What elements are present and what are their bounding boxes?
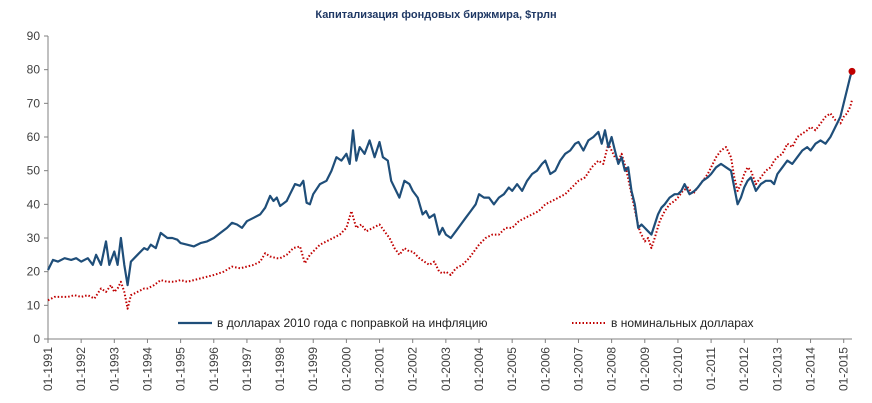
- y-tick-label: 60: [27, 130, 41, 144]
- x-tick-label: 01-2011: [704, 347, 718, 390]
- legend-label-inflation-adjusted: в долларах 2010 года с поправкой на инфл…: [217, 316, 488, 330]
- x-tick-label: 01-2004: [472, 347, 486, 391]
- y-tick-label: 50: [27, 164, 41, 178]
- x-tick-label: 01-1993: [107, 347, 121, 391]
- axes: 0 10 20 30 40 50 60 70 80 90 01-1991 01-1992 01-1993…: [27, 29, 852, 391]
- x-tick-label: 01-2014: [804, 347, 818, 391]
- x-tick-label: 01-2015: [837, 347, 851, 391]
- chart-title: Капитализация фондовых биржмира, $трлн: [315, 9, 556, 21]
- x-tick-label: 01-2013: [770, 347, 784, 391]
- x-tick-label: 01-1998: [273, 347, 287, 391]
- y-tick-label: 30: [27, 231, 41, 245]
- legend-label-nominal: в номинальных долларах: [611, 316, 754, 330]
- x-tick-label: 01-1999: [306, 347, 320, 391]
- x-tick-label: 01-2001: [373, 347, 387, 391]
- x-tick-label: 01-1996: [207, 347, 221, 391]
- x-tick-label: 01-2006: [538, 347, 552, 391]
- y-tick-label: 20: [27, 265, 41, 279]
- series-line-nominal: [47, 99, 853, 310]
- y-tick-label: 80: [27, 63, 41, 77]
- x-tick-label: 01-1994: [140, 347, 154, 391]
- x-tick-label: 01-2008: [605, 347, 619, 391]
- x-tick-label: 01-1995: [174, 347, 188, 391]
- x-tick-label: 01-1991: [41, 347, 55, 391]
- x-tick-label: 01-2007: [571, 347, 585, 391]
- y-tick-label: 0: [33, 332, 40, 346]
- x-tick-label: 01-2002: [406, 347, 420, 391]
- y-tick-label: 10: [27, 298, 41, 312]
- y-tick-label: 40: [27, 197, 41, 211]
- series-line-inflation-adjusted: [47, 71, 854, 287]
- x-tick-label: 01-2000: [339, 347, 353, 391]
- y-tick-label: 70: [27, 96, 41, 110]
- x-tick-label: 01-2012: [737, 347, 751, 391]
- x-tick-label: 01-2009: [638, 347, 652, 391]
- legend: в долларах 2010 года с поправкой на инфл…: [178, 316, 754, 330]
- y-tick-label: 90: [27, 29, 41, 43]
- x-tick-label: 01-2010: [671, 347, 685, 391]
- x-tick-label: 01-1997: [240, 347, 254, 391]
- x-tick-label: 01-2005: [505, 347, 519, 391]
- latest-value-marker: [848, 67, 856, 75]
- series-layer: [47, 67, 856, 310]
- x-tick-label: 01-1992: [74, 347, 88, 391]
- x-tick-label: 01-2003: [439, 347, 453, 391]
